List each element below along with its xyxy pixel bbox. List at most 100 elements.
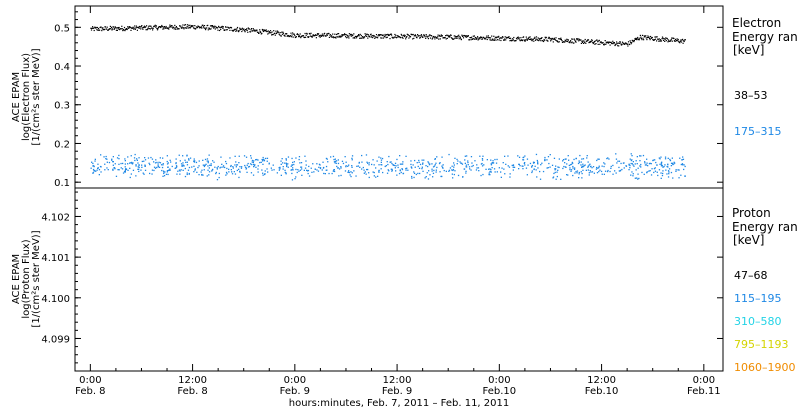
electron-175-315-point — [256, 158, 258, 161]
electron-175-315-point — [107, 169, 109, 171]
electron-175-315-point — [560, 178, 562, 180]
electron-175-315-point — [596, 159, 598, 162]
electron-38-53-point — [624, 43, 626, 45]
electron-38-53-point — [438, 35, 440, 37]
electron-38-53-point — [335, 37, 337, 39]
electron-175-315-point — [184, 175, 187, 178]
electron-38-53-point — [584, 38, 586, 41]
electron-38-53-point — [609, 44, 611, 46]
electron-175-315-point — [188, 173, 190, 175]
electron-38-53-point — [181, 27, 183, 29]
electron-175-315-point — [229, 157, 231, 159]
electron-175-315-point — [600, 170, 603, 173]
electron-175-315-point — [587, 165, 589, 167]
electron-38-53-point — [487, 35, 489, 37]
electron-38-53-point — [472, 35, 474, 37]
electron-175-315-point — [410, 166, 413, 168]
electron-175-315-point — [278, 169, 280, 171]
electron-38-53-point — [279, 34, 281, 36]
electron-38-53-point — [679, 40, 681, 42]
electron-175-315-point — [454, 157, 456, 159]
electron-175-315-point — [357, 165, 359, 167]
electron-175-315-point — [666, 173, 668, 175]
electron-175-315-point — [469, 168, 471, 170]
electron-38-53-point — [213, 26, 215, 28]
electron-38-53-point — [387, 34, 389, 37]
electron-38-53-point — [533, 40, 535, 42]
electron-175-315-point — [448, 170, 450, 172]
electron-38-53-point — [246, 29, 248, 32]
electron-175-315-point — [541, 162, 543, 164]
electron-175-315-point — [186, 172, 188, 174]
electron-38-53-point — [453, 38, 455, 40]
electron-175-315-point — [122, 162, 124, 165]
electron-175-315-point — [345, 166, 347, 168]
electron-175-315-point — [298, 158, 300, 161]
electron-38-53-point — [591, 39, 593, 41]
electron-38-53-point — [103, 28, 106, 30]
electron-38-53-point — [187, 27, 189, 29]
electron-38-53-point — [419, 36, 421, 39]
electron-38-53-point — [134, 25, 136, 27]
electron-175-315-point — [491, 167, 493, 169]
electron-38-53-point — [94, 26, 96, 28]
electron-175-315-point — [132, 162, 134, 164]
electron-175-315-point — [287, 156, 290, 158]
electron-38-53-point — [678, 40, 680, 43]
electron-175-315-point — [570, 169, 573, 171]
electron-175-315-point — [179, 160, 181, 162]
electron-175-315-point — [554, 168, 556, 170]
electron-38-53-point — [149, 28, 151, 30]
electron-175-315-point — [206, 175, 208, 177]
electron-175-315-point — [175, 162, 177, 164]
electron-175-315-point — [380, 157, 382, 159]
electron-38-53-point — [345, 36, 347, 38]
electron-38-53-point — [270, 32, 272, 34]
electron-175-315-point — [353, 170, 355, 172]
electron-38-53-point — [665, 37, 667, 39]
electron-175-315-point — [178, 154, 180, 156]
electron-38-53-point — [269, 32, 271, 34]
electron-38-53-point — [346, 37, 348, 39]
electron-38-53-point — [110, 26, 113, 28]
electron-panel-frame — [74, 5, 724, 189]
electron-38-53-point — [629, 43, 631, 46]
electron-38-53-point — [605, 43, 607, 45]
electron-38-53-point — [101, 28, 103, 30]
electron-38-53-point — [293, 33, 295, 35]
electron-175-315-point — [91, 161, 93, 163]
electron-38-53-point — [149, 25, 151, 27]
electron-175-315-point — [502, 162, 504, 164]
electron-38-53-point — [540, 40, 542, 42]
electron-175-315-point — [162, 175, 164, 177]
electron-175-315-point — [667, 163, 669, 165]
electron-38-53-point — [584, 42, 586, 44]
electron-38-53-point — [253, 29, 255, 31]
electron-175-315-point — [416, 162, 418, 164]
electron-175-315-point — [480, 163, 483, 165]
electron-175-315-point — [610, 167, 612, 169]
electron-38-53-point — [663, 39, 665, 41]
electron-38-53-point — [257, 31, 259, 33]
electron-175-315-point — [493, 168, 496, 170]
proton-y-axis-title: ACE EPAM log(Proton Flux) [1/(cm²s ster … — [11, 230, 42, 327]
electron-175-315-point — [198, 174, 200, 176]
electron-175-315-point — [508, 166, 511, 168]
electron-175-315-point — [92, 165, 94, 167]
electron-175-315-point — [395, 165, 397, 167]
electron-38-53-point — [207, 24, 209, 26]
electron-38-53-point — [497, 39, 499, 41]
electron-175-315-point — [319, 167, 322, 170]
electron-175-315-point — [264, 170, 266, 172]
electron-175-315-point — [411, 175, 413, 178]
electron-38-53-point — [291, 36, 293, 38]
electron-175-315-point — [253, 163, 255, 165]
electron-38-53-point — [437, 36, 439, 38]
electron-38-53-point — [612, 40, 614, 42]
electron-38-53-point — [553, 37, 555, 39]
electron-175-315-point — [112, 156, 114, 158]
electron-38-53-point — [330, 36, 332, 38]
electron-38-53-point — [411, 34, 413, 36]
electron-175-315-point — [156, 161, 158, 164]
electron-175-315-point — [294, 178, 296, 180]
